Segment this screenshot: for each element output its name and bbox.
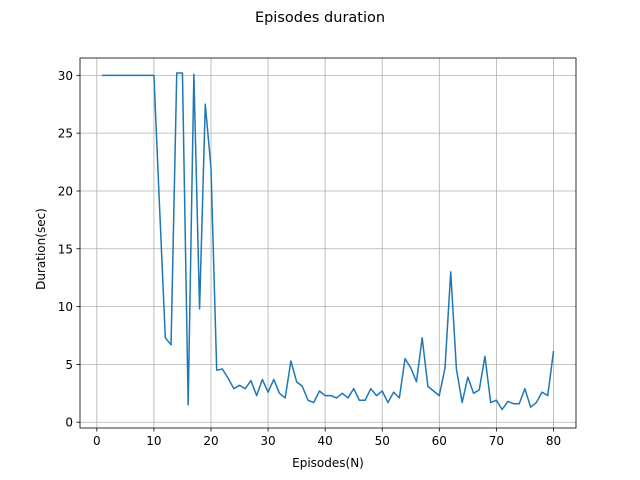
y-tick-label: 5	[65, 358, 73, 372]
x-tick-label: 80	[546, 434, 561, 448]
y-tick-label: 15	[58, 242, 73, 256]
x-tick-label: 40	[318, 434, 333, 448]
ticks: 0 10 20 30 40 50 60 70 80 0 5 10 15 20 25 30	[58, 69, 561, 448]
y-tick-label: 10	[58, 300, 73, 314]
series-layer	[101, 72, 555, 411]
x-tick-label: 60	[432, 434, 447, 448]
x-tick-label: 30	[260, 434, 275, 448]
y-tick-label: 30	[58, 69, 73, 83]
y-tick-label: 0	[65, 416, 73, 430]
x-axis-label: Episodes(N)	[292, 456, 364, 470]
x-tick-label: 0	[93, 434, 101, 448]
plot-frame	[79, 57, 577, 429]
grid	[80, 58, 576, 428]
chart-title: Episodes duration	[255, 10, 385, 26]
y-axis-label: Duration(sec)	[34, 208, 48, 290]
x-tick-label: 70	[489, 434, 504, 448]
x-tick-label: 20	[203, 434, 218, 448]
y-tick-label: 20	[58, 184, 73, 198]
y-tick-label: 25	[58, 127, 73, 141]
series-line	[101, 72, 555, 411]
x-tick-label: 10	[146, 434, 161, 448]
x-tick-label: 50	[375, 434, 390, 448]
